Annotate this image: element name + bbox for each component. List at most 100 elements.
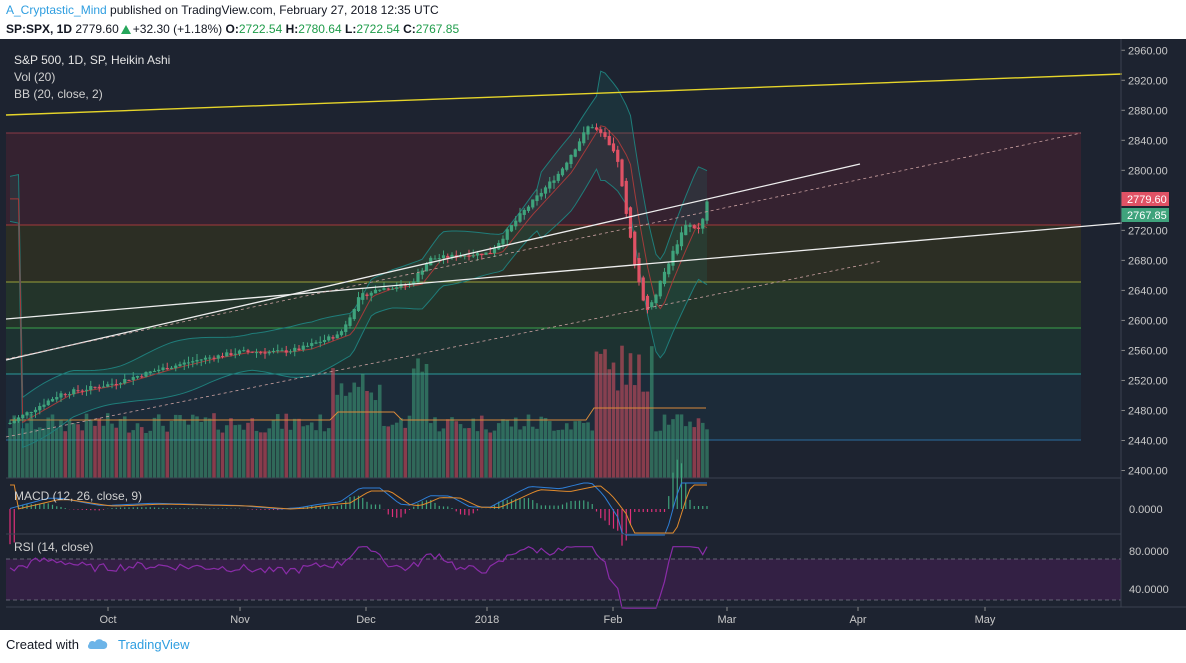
volume-bar — [224, 425, 229, 478]
volume-bar — [305, 425, 310, 478]
volume-bar — [496, 423, 501, 478]
volume-bar — [280, 428, 284, 478]
volume-bar — [352, 382, 357, 478]
volume-bar — [237, 424, 242, 478]
candle-body — [284, 350, 288, 353]
candle-body — [93, 386, 97, 388]
candle-body — [424, 263, 429, 272]
volume-bar — [535, 428, 539, 478]
candle-body — [441, 255, 446, 259]
candle-body — [641, 277, 645, 301]
candle-body — [577, 141, 582, 151]
candle-body — [475, 253, 480, 256]
volume-bar — [467, 428, 471, 478]
candle-body — [144, 372, 148, 377]
volume-bar — [649, 346, 654, 478]
candle-body — [437, 258, 441, 260]
candle-body — [97, 386, 101, 388]
price-tick-label: 2960.00 — [1128, 45, 1168, 57]
candle-body — [186, 362, 191, 364]
volume-bar — [369, 392, 374, 478]
volume-bar — [632, 385, 637, 478]
volume-bar — [203, 417, 208, 478]
volume-bar — [127, 432, 131, 478]
volume-bar — [169, 420, 174, 478]
candle-body — [467, 255, 471, 257]
volume-bar — [399, 418, 403, 478]
volume-bar — [29, 413, 34, 478]
volume-bar — [586, 422, 590, 478]
candle-body — [55, 397, 59, 400]
candle-body — [293, 347, 297, 352]
candle-body — [624, 180, 628, 214]
candle-body — [67, 394, 72, 396]
candle-body — [225, 352, 229, 357]
candle-body — [399, 283, 403, 288]
candle-body — [382, 288, 386, 290]
volume-bar — [314, 430, 318, 478]
candle-body — [390, 288, 395, 290]
candle-body — [620, 159, 624, 187]
volume-bar — [624, 384, 629, 478]
time-tick-label: May — [975, 614, 996, 626]
trend-lines — [5, 73, 1123, 438]
author-link[interactable]: A_Cryptastic_Mind — [6, 3, 107, 17]
candle-body — [429, 257, 433, 266]
volume-bar — [322, 431, 327, 478]
candle-body — [339, 331, 344, 336]
volume-bar — [309, 422, 314, 478]
candle-body — [556, 173, 560, 181]
volume-bar — [195, 416, 199, 478]
candle-body — [80, 390, 84, 392]
candle-body — [288, 351, 293, 353]
volume-bar — [212, 413, 216, 478]
volume-bar — [394, 422, 399, 478]
time-axis[interactable]: Oct Nov Dec 2018 Feb Mar Apr May — [99, 607, 996, 626]
tradingview-link[interactable]: TradingView — [118, 637, 190, 652]
price-tick-label: 2920.00 — [1128, 75, 1168, 87]
volume-bar — [173, 414, 178, 478]
candle-body — [114, 383, 118, 385]
volume-bar — [552, 430, 556, 478]
candle-body — [522, 209, 526, 215]
volume-bar — [326, 428, 331, 478]
candle-body — [38, 406, 42, 411]
candle-body — [446, 255, 450, 258]
volume-bar — [564, 423, 569, 478]
candle-body — [135, 375, 140, 378]
candle-body — [263, 352, 267, 354]
candle-body — [526, 206, 531, 211]
candle-body — [331, 337, 335, 339]
candle-body — [484, 252, 488, 255]
candle-body — [416, 272, 420, 282]
candle-body — [157, 369, 161, 372]
volume-bar — [63, 431, 68, 478]
candle-body — [352, 308, 356, 320]
candle-body — [233, 353, 237, 355]
candle-body — [254, 352, 259, 354]
candle-body — [420, 270, 424, 275]
candle-body — [178, 364, 182, 367]
volume-bar — [509, 426, 514, 478]
candle-body — [535, 195, 539, 202]
candle-body — [76, 390, 80, 392]
candle-body — [280, 350, 284, 352]
up-arrow-icon — [120, 25, 131, 34]
candle-body — [696, 227, 701, 229]
low-value: 2722.54 — [356, 22, 400, 36]
publish-text: published on TradingView.com, February 2… — [106, 3, 439, 17]
candle-body — [29, 412, 33, 414]
volume-bar — [513, 417, 518, 478]
macd-legend: MACD (12, 26, close, 9) — [14, 489, 142, 503]
vol-legend: Vol (20) — [14, 70, 55, 84]
chart-area[interactable]: 2960.002920.002880.002840.002800.002760.… — [0, 39, 1186, 630]
volume-bar — [479, 415, 484, 478]
volume-bar — [271, 420, 276, 478]
price-chart[interactable]: 2960.002920.002880.002840.002800.002760.… — [0, 39, 1186, 630]
volume-bars — [8, 345, 709, 478]
bb-legend: BB (20, close, 2) — [14, 87, 103, 101]
time-tick-label: Apr — [849, 614, 866, 626]
volume-bar — [645, 391, 650, 478]
candle-body — [127, 379, 131, 381]
candle-body — [314, 342, 318, 344]
